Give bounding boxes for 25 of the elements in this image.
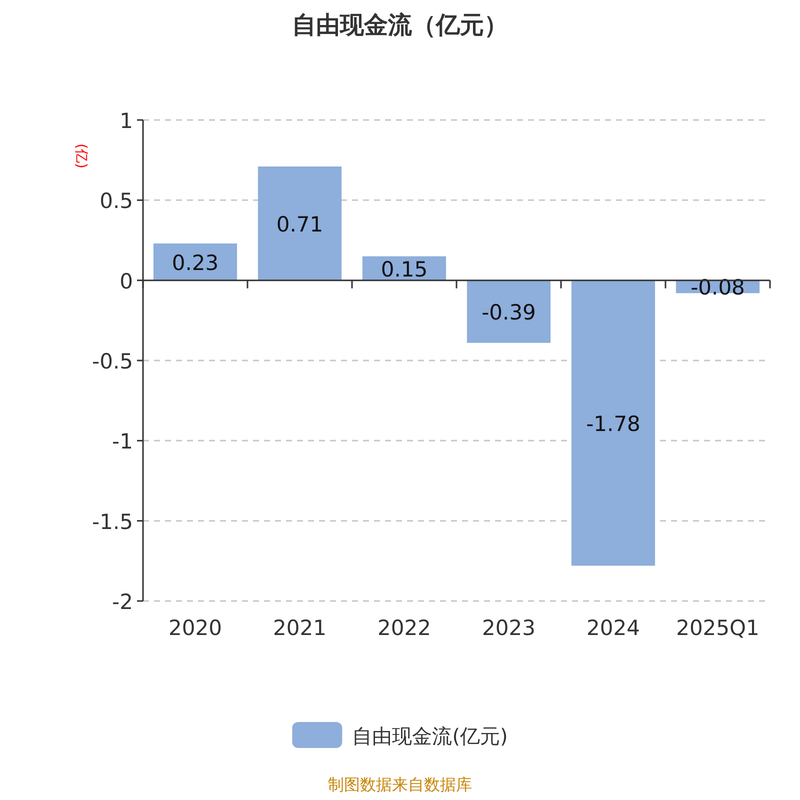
data-label: -1.78: [586, 412, 640, 436]
bar: [571, 280, 656, 566]
x-tick-label: 2020: [168, 616, 222, 640]
bar: [466, 280, 551, 343]
data-label: 0.23: [172, 250, 219, 275]
x-tick-label: 2021: [273, 616, 326, 640]
bar: [258, 166, 342, 280]
x-tick-label: 2023: [482, 616, 536, 640]
data-label: -0.39: [482, 300, 536, 325]
x-tick-label: 2022: [378, 616, 431, 640]
text: 制图数据来自数据库: [328, 775, 472, 794]
legend-label: 自由现金流(亿元): [352, 724, 508, 748]
y-tick-label: -2: [112, 590, 133, 614]
chart-title: 自由现金流（亿元）: [292, 11, 508, 39]
y-tick-label: 1: [120, 109, 133, 133]
y-tick-label: -1.5: [92, 510, 133, 534]
y-tick-label: 0.5: [100, 189, 133, 214]
x-tick-label: 2024: [586, 616, 640, 640]
y-axis-title: (亿): [73, 144, 89, 168]
y-tick-label: 0: [120, 269, 133, 294]
y-tick-label: -0.5: [92, 350, 133, 374]
y-tick-label: -1: [112, 430, 133, 454]
x-tick-label: 2025Q1: [676, 616, 760, 640]
data-label: 0.15: [380, 257, 428, 282]
data-label: 0.71: [276, 212, 324, 236]
